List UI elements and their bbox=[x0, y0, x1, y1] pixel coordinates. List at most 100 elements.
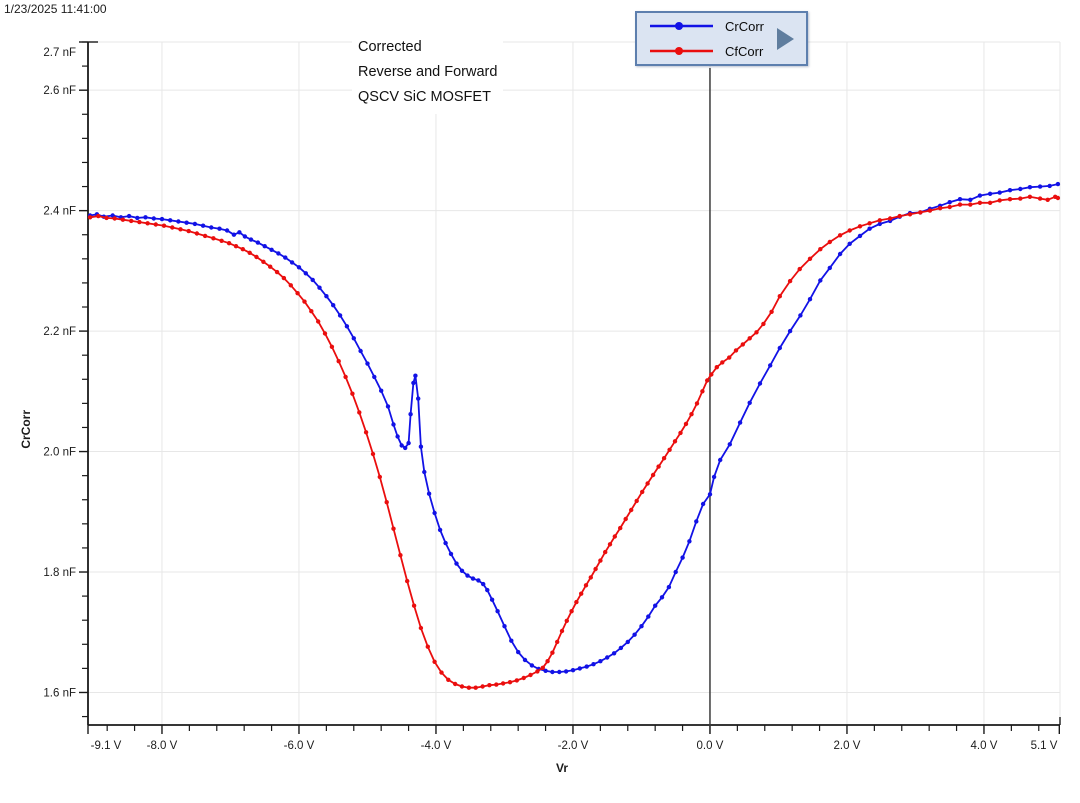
legend-expand-arrow-icon[interactable] bbox=[777, 27, 794, 50]
x-tick-label: -2.0 V bbox=[558, 740, 589, 752]
data-point-marker bbox=[827, 265, 832, 271]
data-point-marker bbox=[997, 198, 1002, 203]
x-tick-label: -4.0 V bbox=[421, 740, 452, 752]
data-point-marker bbox=[209, 225, 214, 230]
data-point-marker bbox=[385, 404, 391, 409]
legend-item-crcorr[interactable]: CrCorr bbox=[637, 14, 806, 38]
data-point-marker bbox=[737, 420, 743, 425]
data-point-marker bbox=[200, 223, 206, 228]
data-point-marker bbox=[1018, 186, 1023, 192]
data-point-marker bbox=[322, 331, 328, 336]
data-point-marker bbox=[153, 222, 158, 227]
data-point-marker bbox=[350, 391, 355, 396]
data-point-marker bbox=[818, 247, 823, 252]
data-point-marker bbox=[151, 216, 156, 221]
data-point-marker bbox=[302, 299, 307, 304]
data-point-marker bbox=[1055, 195, 1061, 201]
legend-line-sample-blue bbox=[650, 22, 713, 30]
data-point-marker bbox=[283, 255, 288, 260]
data-point-marker bbox=[296, 265, 302, 270]
data-point-marker bbox=[143, 215, 148, 220]
data-point-marker bbox=[87, 215, 93, 220]
data-point-marker bbox=[937, 206, 943, 211]
data-point-marker bbox=[473, 685, 478, 690]
data-point-marker bbox=[303, 271, 308, 276]
legend-box[interactable]: CrCorr CfCorr bbox=[635, 11, 808, 66]
series-line-cfcorr bbox=[89, 195, 1059, 689]
data-point-marker bbox=[418, 625, 424, 631]
data-point-marker bbox=[226, 241, 232, 246]
data-point-marker bbox=[481, 581, 486, 587]
data-point-marker bbox=[365, 361, 370, 366]
annotation-line: Corrected bbox=[358, 39, 422, 55]
data-point-marker bbox=[634, 498, 639, 504]
data-point-marker bbox=[687, 539, 692, 544]
data-point-marker bbox=[733, 348, 739, 353]
data-point-marker bbox=[329, 344, 335, 349]
plot-area[interactable] bbox=[88, 42, 1060, 725]
data-point-marker bbox=[807, 256, 813, 261]
data-point-marker bbox=[437, 527, 443, 533]
data-point-marker bbox=[470, 576, 476, 581]
data-point-marker bbox=[787, 328, 793, 334]
data-point-marker bbox=[465, 573, 470, 578]
data-point-marker bbox=[425, 644, 430, 649]
data-point-marker bbox=[727, 442, 732, 447]
data-point-marker bbox=[219, 238, 224, 243]
data-point-marker bbox=[574, 599, 579, 605]
data-point-marker bbox=[137, 219, 142, 225]
data-point-marker bbox=[957, 197, 963, 202]
data-point-marker bbox=[897, 213, 902, 219]
data-point-marker bbox=[667, 447, 672, 452]
data-point-marker bbox=[96, 213, 101, 219]
data-point-marker bbox=[569, 609, 574, 614]
data-point-marker bbox=[310, 277, 315, 283]
data-point-marker bbox=[529, 663, 535, 668]
data-point-marker bbox=[623, 516, 628, 522]
data-point-marker bbox=[740, 342, 745, 347]
data-point-marker bbox=[170, 225, 175, 230]
data-point-marker bbox=[798, 313, 803, 318]
y-tick-label: 2.2 nF bbox=[43, 326, 76, 338]
data-point-marker bbox=[591, 662, 596, 667]
data-point-marker bbox=[718, 457, 723, 463]
data-point-marker bbox=[632, 632, 637, 637]
data-point-marker bbox=[247, 250, 252, 255]
data-point-marker bbox=[514, 678, 519, 683]
data-point-marker bbox=[827, 239, 832, 245]
x-tick-label: 2.0 V bbox=[834, 740, 861, 752]
x-tick-label: -6.0 V bbox=[284, 740, 315, 752]
data-point-marker bbox=[618, 645, 624, 651]
data-point-marker bbox=[700, 501, 706, 507]
data-point-marker bbox=[487, 683, 492, 688]
data-point-marker bbox=[1007, 197, 1013, 202]
y-tick-label: 2.7 nF bbox=[43, 47, 76, 59]
data-point-marker bbox=[363, 430, 369, 435]
data-point-marker bbox=[947, 204, 952, 210]
data-point-marker bbox=[289, 260, 295, 265]
data-point-marker bbox=[768, 363, 773, 368]
data-point-marker bbox=[295, 291, 300, 296]
data-point-marker bbox=[705, 378, 710, 383]
data-point-marker bbox=[135, 215, 140, 221]
data-point-marker bbox=[379, 388, 384, 393]
data-point-marker bbox=[987, 200, 993, 205]
y-tick-label: 2.4 nF bbox=[43, 206, 76, 218]
data-point-marker bbox=[269, 247, 274, 252]
data-point-marker bbox=[489, 597, 495, 602]
data-point-marker bbox=[358, 348, 363, 354]
data-point-marker bbox=[1037, 184, 1043, 189]
data-point-marker bbox=[255, 240, 261, 245]
data-point-marker bbox=[446, 677, 451, 682]
data-point-marker bbox=[485, 587, 490, 593]
data-point-marker bbox=[557, 669, 562, 675]
data-point-marker bbox=[317, 285, 322, 290]
data-point-marker bbox=[145, 221, 150, 226]
data-point-marker bbox=[543, 668, 548, 673]
legend-item-cfcorr[interactable]: CfCorr bbox=[637, 39, 806, 63]
data-point-marker bbox=[391, 526, 396, 531]
annotation-line: Reverse and Forward bbox=[358, 64, 498, 80]
data-point-marker bbox=[754, 330, 759, 335]
data-point-marker bbox=[202, 233, 208, 239]
